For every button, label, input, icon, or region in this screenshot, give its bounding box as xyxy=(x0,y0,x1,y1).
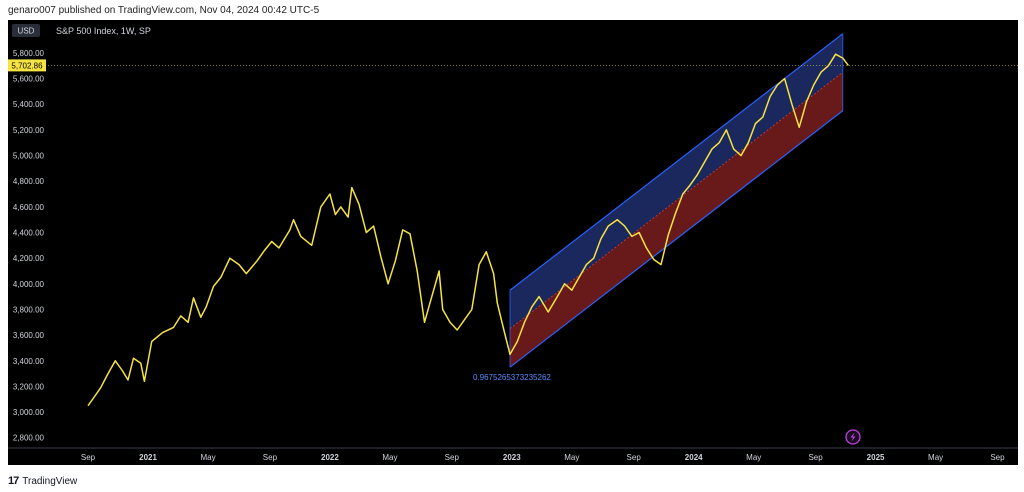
y-tick-label: 4,000.00 xyxy=(13,280,45,289)
x-tick-label: May xyxy=(382,453,397,462)
x-tick-label: Sep xyxy=(81,453,96,462)
symbol-label: S&P 500 Index, 1W, SP xyxy=(56,26,151,36)
x-tick-label: 2024 xyxy=(685,453,703,462)
y-tick-label: 5,400.00 xyxy=(13,100,45,109)
y-tick-label: 4,400.00 xyxy=(13,229,45,238)
x-tick-label: Sep xyxy=(263,453,278,462)
y-tick-label: 3,600.00 xyxy=(13,331,45,340)
current-price-tag xyxy=(8,59,46,72)
brand-text: TradingView xyxy=(22,475,78,487)
x-tick-label: May xyxy=(928,453,943,462)
channel-lower-zone xyxy=(509,72,843,368)
price-chart[interactable]: 2,800.00 3,000.00 3,200.00 3,400.00 3,600.00… xyxy=(8,20,1018,465)
x-tick-label: May xyxy=(200,453,215,462)
y-tick-label: 4,200.00 xyxy=(13,254,45,263)
x-tick-label: Sep xyxy=(627,453,642,462)
current-price-text: 5,702.86 xyxy=(11,61,43,70)
channel-lower-line[interactable] xyxy=(509,110,844,368)
x-tick-label: 2022 xyxy=(321,453,339,462)
price-series-line[interactable] xyxy=(87,53,849,407)
x-tick-label: Sep xyxy=(445,453,460,462)
x-tick-label: 2025 xyxy=(867,453,885,462)
x-tick-label: 2021 xyxy=(139,453,157,462)
currency-badge[interactable] xyxy=(12,24,40,37)
y-tick-label: 2,800.00 xyxy=(13,434,45,443)
y-tick-label: 5,600.00 xyxy=(13,75,45,84)
channel-upper-zone xyxy=(509,33,843,329)
y-tick-label: 3,000.00 xyxy=(13,408,45,417)
y-tick-label: 4,800.00 xyxy=(13,177,45,186)
tradingview-brand[interactable]: 17 TradingView xyxy=(8,474,77,488)
chart-panel[interactable]: 2,800.00 3,000.00 3,200.00 3,400.00 3,600.00… xyxy=(8,20,1018,465)
y-tick-label: 5,000.00 xyxy=(13,152,45,161)
x-tick-label: May xyxy=(746,453,761,462)
x-tick-label: 2023 xyxy=(503,453,521,462)
currency-label: USD xyxy=(18,27,35,36)
lightning-bolt-icon xyxy=(850,432,856,442)
channel-mid-line[interactable] xyxy=(509,71,844,330)
channel-label: 0.9675265373235262 xyxy=(473,373,551,382)
y-tick-label: 3,800.00 xyxy=(13,305,45,314)
y-tick-label: 5,800.00 xyxy=(13,49,45,58)
y-tick-label: 5,200.00 xyxy=(13,126,45,135)
channel-upper-line[interactable] xyxy=(509,33,844,291)
x-tick-label: May xyxy=(564,453,579,462)
tradingview-logo-icon: 17 xyxy=(8,475,19,487)
x-tick-label: Sep xyxy=(808,453,823,462)
y-tick-label: 3,400.00 xyxy=(13,357,45,366)
publish-header: genaro007 published on TradingView.com, … xyxy=(8,5,320,16)
x-tick-label: Sep xyxy=(990,453,1005,462)
y-tick-label: 4,600.00 xyxy=(13,203,45,212)
y-tick-label: 3,200.00 xyxy=(13,382,45,391)
